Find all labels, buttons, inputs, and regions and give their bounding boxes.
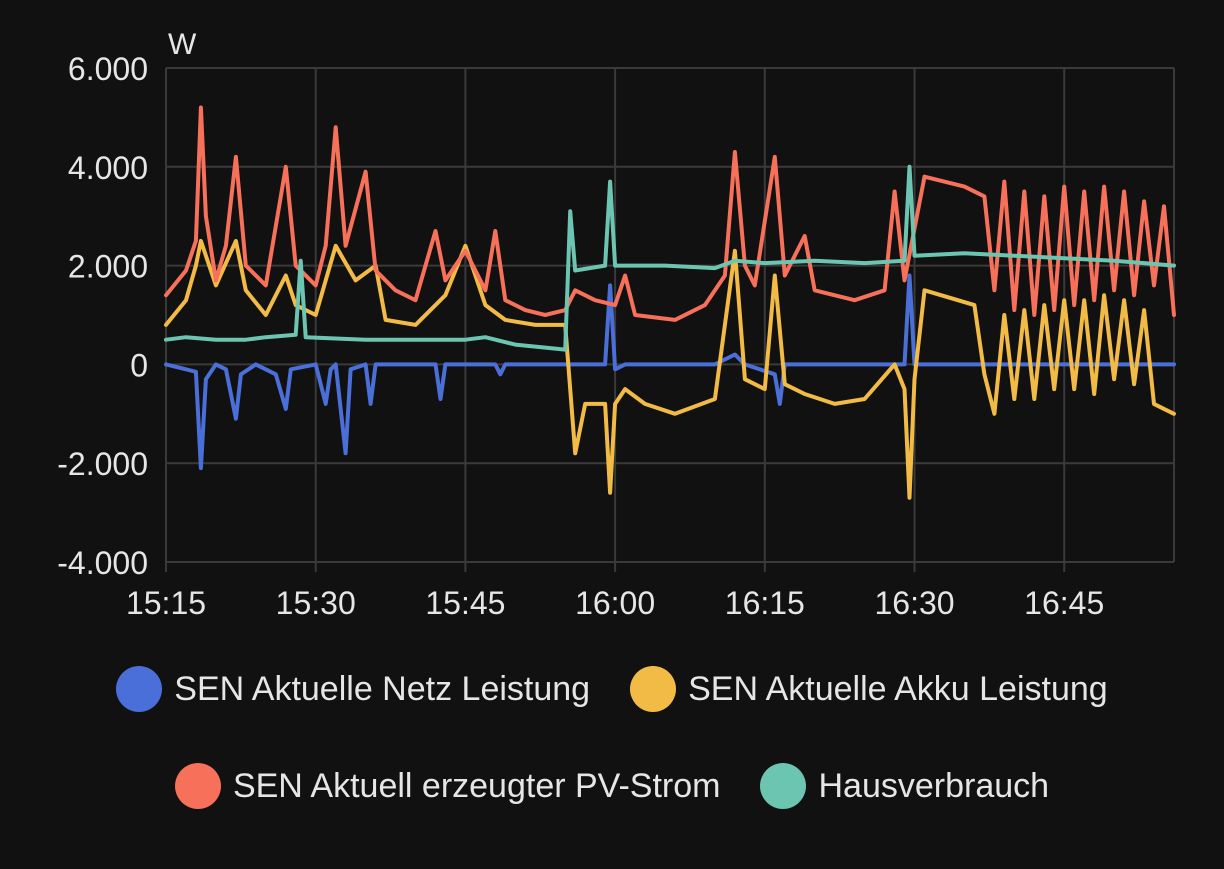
legend-dot-hausverbrauch: [760, 763, 807, 809]
y-tick-label: -4.000: [57, 545, 148, 581]
legend-dot-akku: [630, 666, 677, 712]
series-line-0: [164, 273, 1176, 471]
legend-item-akku[interactable]: SEN Aktuelle Akku Leistung: [630, 666, 1108, 712]
series-line-3: [164, 164, 1176, 352]
x-tick-label: 16:45: [1024, 585, 1104, 621]
x-tick-label: 15:45: [425, 585, 505, 621]
legend-label-pv: SEN Aktuell erzeugter PV-Strom: [232, 766, 721, 805]
series-line-1: [164, 238, 1176, 500]
legend-item-hausverbrauch[interactable]: Hausverbrauch: [760, 763, 1049, 809]
legend-label-netz: SEN Aktuelle Netz Leistung: [174, 669, 591, 708]
y-tick-label: 2.000: [68, 249, 148, 285]
x-tick-label: 16:15: [725, 585, 805, 621]
legend-item-netz[interactable]: SEN Aktuelle Netz Leistung: [116, 666, 590, 712]
y-tick-label: 6.000: [68, 51, 148, 87]
legend-row-2: SEN Aktuell erzeugter PV-Strom Hausverbr…: [0, 763, 1224, 809]
series-line-2: [164, 105, 1176, 322]
x-tick-label: 16:00: [575, 585, 655, 621]
x-tick-label: 16:30: [874, 585, 954, 621]
y-tick-label: -2.000: [57, 446, 148, 482]
legend-label-hausverbrauch: Hausverbrauch: [818, 766, 1050, 805]
legend-dot-pv: [174, 763, 221, 809]
y-axis-unit-label: W: [168, 28, 197, 61]
legend-label-akku: SEN Aktuelle Akku Leistung: [688, 669, 1108, 708]
legend-row-1: SEN Aktuelle Netz Leistung SEN Aktuelle …: [0, 666, 1224, 712]
legend-dot-netz: [116, 666, 163, 712]
y-tick-label: 4.000: [68, 150, 148, 186]
y-tick-label: 0: [130, 347, 148, 383]
x-tick-label: 15:30: [276, 585, 356, 621]
legend-item-pv[interactable]: SEN Aktuell erzeugter PV-Strom: [174, 763, 721, 809]
x-tick-label: 15:15: [126, 585, 206, 621]
